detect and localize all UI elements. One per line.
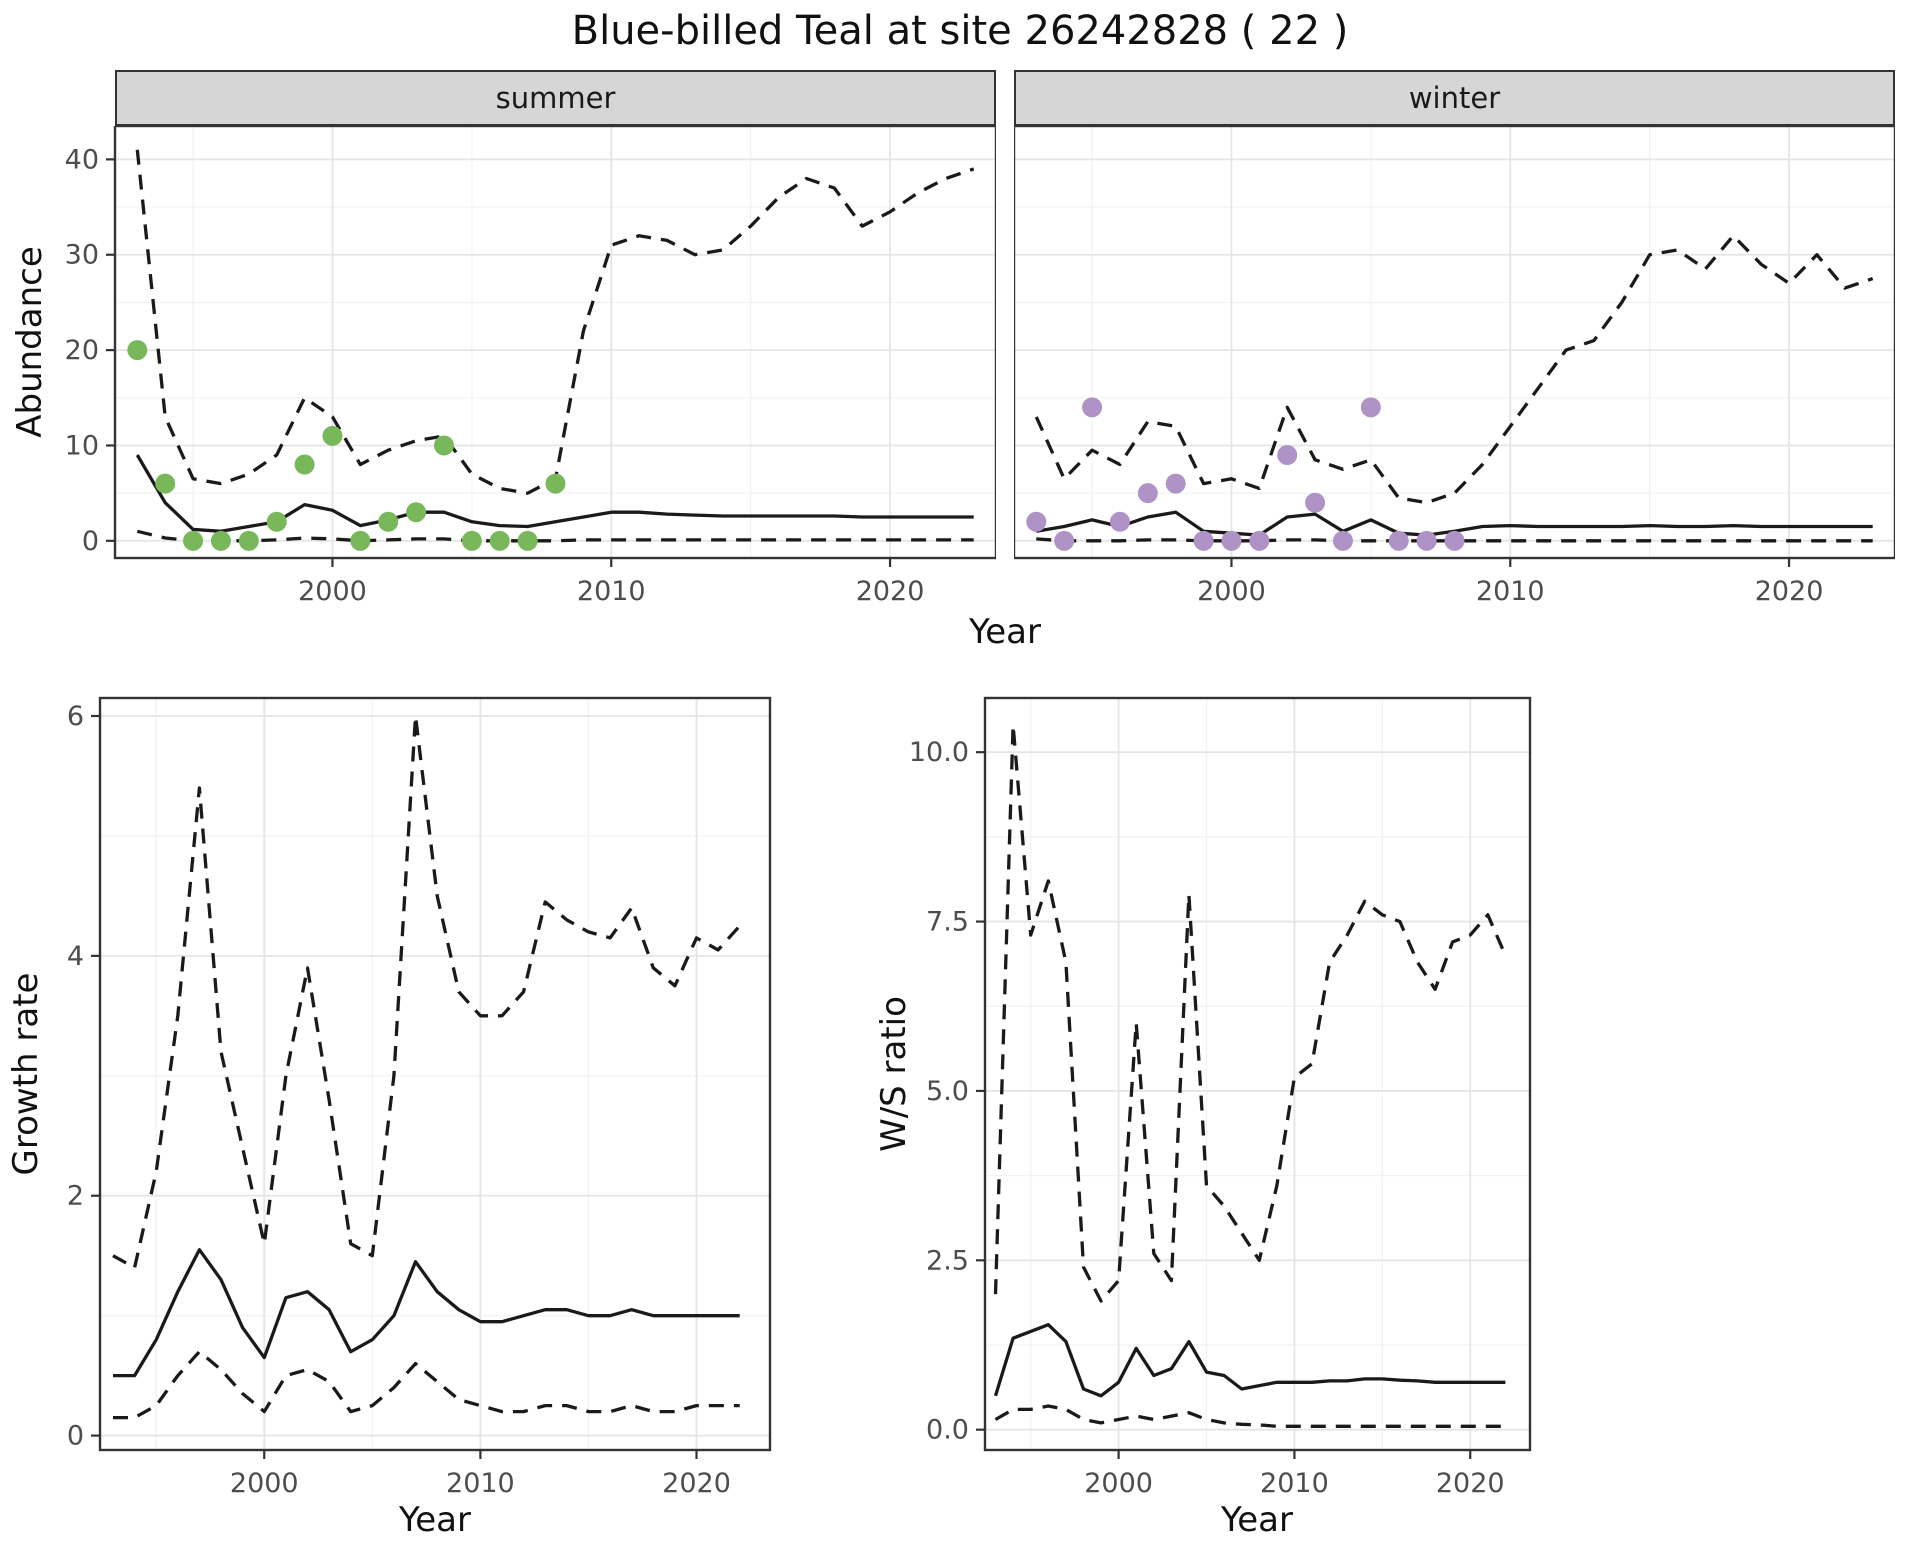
svg-text:10.0: 10.0 — [909, 737, 969, 768]
svg-text:2010: 2010 — [446, 1468, 515, 1499]
y-axis-label-growth-rate: Growth rate — [6, 972, 46, 1176]
svg-text:2.5: 2.5 — [926, 1245, 969, 1276]
svg-text:0: 0 — [82, 526, 99, 557]
svg-text:2020: 2020 — [1755, 576, 1824, 607]
growth-rate-chart: 2000 2010 2020 0 2 4 6 — [67, 696, 772, 1499]
svg-text:2000: 2000 — [1084, 1468, 1153, 1499]
svg-text:2010: 2010 — [1476, 576, 1545, 607]
svg-text:6: 6 — [67, 701, 84, 732]
y-axis-label-abundance: Abundance — [10, 246, 50, 438]
svg-text:0: 0 — [67, 1421, 84, 1452]
y-axis-label-ws-ratio: W/S ratio — [874, 996, 914, 1152]
svg-text:2000: 2000 — [230, 1468, 299, 1499]
facet-strip-winter-label: winter — [1408, 81, 1501, 115]
svg-text:2020: 2020 — [662, 1468, 731, 1499]
svg-text:2000: 2000 — [1197, 576, 1266, 607]
svg-text:4: 4 — [67, 941, 84, 972]
svg-text:2020: 2020 — [1436, 1468, 1505, 1499]
svg-text:10: 10 — [65, 430, 99, 461]
facet-strip-summer: summer — [115, 70, 996, 126]
svg-text:40: 40 — [65, 144, 99, 175]
svg-text:20: 20 — [65, 335, 99, 366]
facet-strip-summer-label: summer — [495, 81, 616, 115]
svg-text:2010: 2010 — [1260, 1468, 1329, 1499]
svg-text:2010: 2010 — [577, 576, 646, 607]
svg-text:0.0: 0.0 — [926, 1415, 969, 1446]
abundance-winter-chart: 2000 2010 2020 — [1014, 126, 1895, 607]
svg-text:5.0: 5.0 — [926, 1076, 969, 1107]
x-axis-label-top: Year — [969, 612, 1041, 652]
x-axis-label-ws-ratio: Year — [1221, 1500, 1293, 1540]
facet-strip-winter: winter — [1014, 70, 1895, 126]
svg-text:7.5: 7.5 — [926, 907, 969, 938]
svg-text:2000: 2000 — [298, 576, 367, 607]
svg-text:2020: 2020 — [856, 576, 925, 607]
figure-title: Blue-billed Teal at site 26242828 ( 22 ) — [571, 8, 1349, 54]
svg-text:2: 2 — [67, 1181, 84, 1212]
ws-ratio-chart: 2000 2010 2020 0.0 2.5 5.0 7.5 10.0 — [909, 696, 1532, 1499]
abundance-summer-chart: 2000 2010 2020 0 10 20 30 40 — [65, 126, 996, 607]
x-axis-label-growth-rate: Year — [399, 1500, 471, 1540]
svg-text:30: 30 — [65, 240, 99, 271]
